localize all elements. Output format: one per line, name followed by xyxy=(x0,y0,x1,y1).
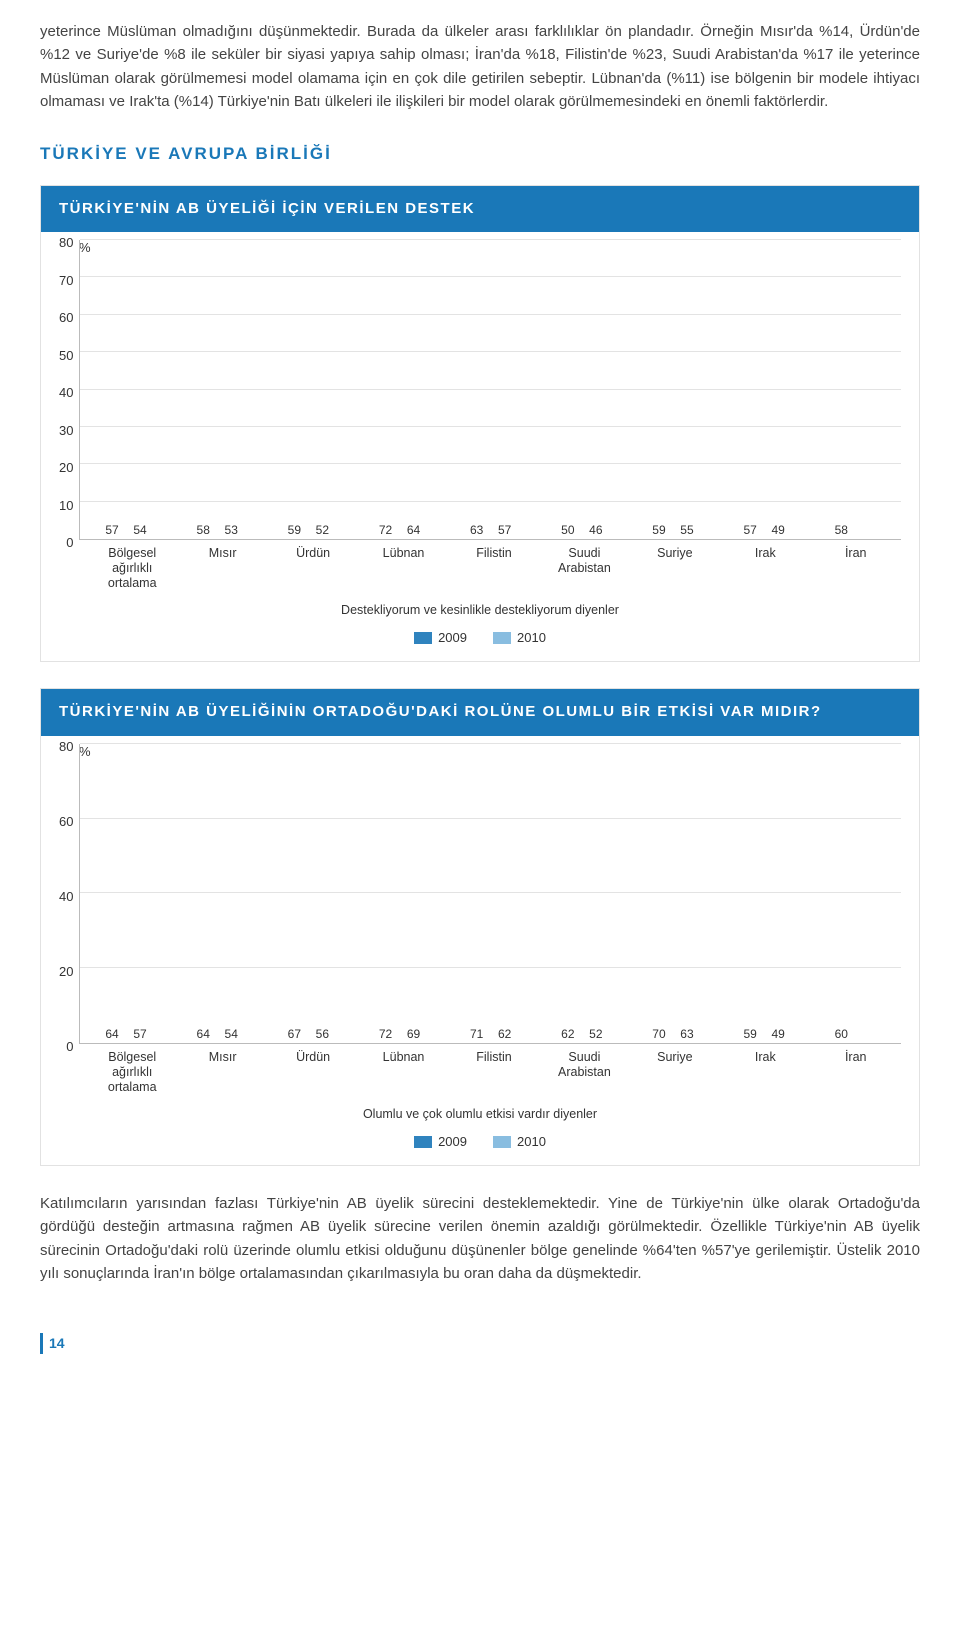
legend-swatch xyxy=(414,1136,432,1148)
bar-value-label: 72 xyxy=(379,521,392,539)
chart1-x-labels: Bölgesel ağırlıklı ortalama Mısır Ürdün Lüb… xyxy=(87,546,901,591)
bar-value-label: 64 xyxy=(197,1025,210,1043)
x-label: Bölgesel ağırlıklı ortalama xyxy=(97,546,167,591)
x-label: Bölgesel ağırlıklı ortalama xyxy=(97,1050,167,1095)
bar-value-label: 72 xyxy=(379,1025,392,1043)
bar-value-label: 60 xyxy=(835,1025,848,1043)
bar-value-label: 52 xyxy=(589,1025,602,1043)
bar-value-label: 56 xyxy=(316,1025,329,1043)
chart1-title: TÜRKİYE'NİN AB ÜYELİĞİ İÇİN VERİLEN DEST… xyxy=(41,186,919,233)
legend-label: 2009 xyxy=(438,1134,467,1149)
bar-value-label: 49 xyxy=(771,521,784,539)
chart2-x-labels: Bölgesel ağırlıklı ortalama Mısır Ürdün Lüb… xyxy=(87,1050,901,1095)
legend-label: 2010 xyxy=(517,1134,546,1149)
x-label: Irak xyxy=(730,546,800,591)
bar-value-label: 52 xyxy=(316,521,329,539)
legend-swatch xyxy=(493,632,511,644)
x-label: Ürdün xyxy=(278,546,348,591)
x-label: Suudi Arabistan xyxy=(549,546,619,591)
bar-value-label: 63 xyxy=(470,521,483,539)
page-number: 14 xyxy=(40,1333,65,1354)
legend-label: 2009 xyxy=(438,630,467,645)
legend-item: 2009 xyxy=(414,1132,467,1152)
x-label: Suriye xyxy=(640,546,710,591)
bar-value-label: 63 xyxy=(680,1025,693,1043)
chart-eu-support: TÜRKİYE'NİN AB ÜYELİĞİ İÇİN VERİLEN DEST… xyxy=(40,185,920,663)
chart1-subcaption: Destekliyorum ve kesinlikle destekliyoru… xyxy=(59,601,901,620)
chart1-plot-area: 57 54 58 53 59 52 72 64 63 57 50 46 59 55 57 49 58 xyxy=(79,240,901,540)
bar-value-label: 46 xyxy=(589,521,602,539)
bar-value-label: 54 xyxy=(225,1025,238,1043)
x-label: Mısır xyxy=(188,1050,258,1095)
x-label: Filistin xyxy=(459,1050,529,1095)
x-label: Filistin xyxy=(459,546,529,591)
chart2-plot-area: 64 57 64 54 67 56 72 69 71 62 62 52 70 63 59 49 60 xyxy=(79,744,901,1044)
x-label: Suudi Arabistan xyxy=(549,1050,619,1095)
chart2-title: TÜRKİYE'NİN AB ÜYELİĞİNİN ORTADOĞU'DAKİ … xyxy=(41,689,919,736)
bar-value-label: 49 xyxy=(771,1025,784,1043)
bar-value-label: 59 xyxy=(652,521,665,539)
chart1-legend: 2009 2010 xyxy=(59,628,901,648)
x-label: Lübnan xyxy=(369,1050,439,1095)
bar-value-label: 57 xyxy=(743,521,756,539)
legend-swatch xyxy=(493,1136,511,1148)
bar-value-label: 55 xyxy=(680,521,693,539)
chart-eu-positive-role: TÜRKİYE'NİN AB ÜYELİĞİNİN ORTADOĞU'DAKİ … xyxy=(40,688,920,1166)
bar-value-label: 54 xyxy=(133,521,146,539)
bar-value-label: 58 xyxy=(197,521,210,539)
intro-paragraph: yeterince Müslüman olmadığını düşünmekte… xyxy=(40,20,920,113)
chart2-subcaption: Olumlu ve çok olumlu etkisi vardır diyen… xyxy=(59,1105,901,1124)
x-label: Ürdün xyxy=(278,1050,348,1095)
bar-value-label: 62 xyxy=(498,1025,511,1043)
x-label: Lübnan xyxy=(369,546,439,591)
bar-value-label: 64 xyxy=(407,521,420,539)
bar-value-label: 50 xyxy=(561,521,574,539)
bottom-paragraph: Katılımcıların yarısından fazlası Türkiy… xyxy=(40,1192,920,1285)
legend-item: 2009 xyxy=(414,628,467,648)
chart2-legend: 2009 2010 xyxy=(59,1132,901,1152)
bar-value-label: 59 xyxy=(743,1025,756,1043)
bar-value-label: 62 xyxy=(561,1025,574,1043)
bar-value-label: 69 xyxy=(407,1025,420,1043)
bar-value-label: 58 xyxy=(835,521,848,539)
bar-value-label: 57 xyxy=(498,521,511,539)
x-label: İran xyxy=(821,546,891,591)
bar-value-label: 67 xyxy=(288,1025,301,1043)
chart2-y-axis: 806040200 xyxy=(59,744,79,1044)
x-label: İran xyxy=(821,1050,891,1095)
legend-swatch xyxy=(414,632,432,644)
bar-value-label: 57 xyxy=(105,521,118,539)
x-label: Irak xyxy=(730,1050,800,1095)
bar-value-label: 64 xyxy=(105,1025,118,1043)
legend-label: 2010 xyxy=(517,630,546,645)
legend-item: 2010 xyxy=(493,1132,546,1152)
bar-value-label: 70 xyxy=(652,1025,665,1043)
x-label: Mısır xyxy=(188,546,258,591)
section-heading: TÜRKİYE VE AVRUPA BİRLİĞİ xyxy=(40,141,920,167)
bar-value-label: 59 xyxy=(288,521,301,539)
bar-value-label: 71 xyxy=(470,1025,483,1043)
bar-value-label: 53 xyxy=(225,521,238,539)
legend-item: 2010 xyxy=(493,628,546,648)
x-label: Suriye xyxy=(640,1050,710,1095)
bar-value-label: 57 xyxy=(133,1025,146,1043)
chart1-y-axis: 80706050403020100 xyxy=(59,240,79,540)
